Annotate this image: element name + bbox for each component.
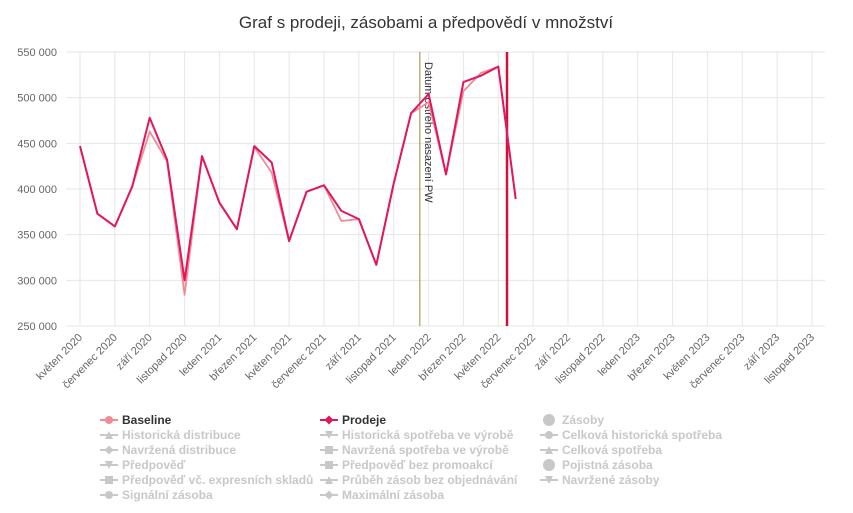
legend-item[interactable]: Průběh zásob bez objednávání [320,472,517,488]
y-tick-label: 350 000 [17,230,57,242]
y-tick-label: 300 000 [17,275,57,287]
legend-label: Zásoby [562,413,605,427]
legend-label: Prodeje [342,413,387,427]
legend-marker-icon [540,414,558,426]
legend-item[interactable]: Předpověď [100,457,185,473]
legend-label: Signální zásoba [122,488,213,502]
line-chart: Graf s prodeji, zásobami a předpovědí v … [17,13,825,392]
legend-item[interactable]: Navržená spotřeba ve výrobě [320,442,509,458]
legend-marker-icon [540,459,558,471]
legend-label: Maximální zásoba [342,488,445,502]
legend-item[interactable]: Navržené zásoby [540,472,659,488]
legend-item[interactable]: Historická spotřeba ve výrobě [320,427,513,443]
legend-item[interactable]: Historická distribuce [100,427,241,443]
legend-item[interactable]: Pojistná zásoba [540,457,653,473]
legend-label: Celková historická spotřeba [562,428,723,442]
y-tick-label: 250 000 [17,321,57,333]
legend-item[interactable]: Celková historická spotřeba [540,427,722,443]
legend-label: Navržená spotřeba ve výrobě [342,443,509,457]
legend-label: Historická distribuce [122,428,241,442]
legend-marker-icon [540,429,558,441]
y-tick-label: 400 000 [17,184,57,196]
grid [66,51,825,327]
legend-label: Předpověď bez promoakcí [342,458,493,472]
series-line-prodeje[interactable] [79,65,517,282]
legend-label: Pojistná zásoba [562,458,653,472]
legend-label: Navržené zásoby [562,473,660,487]
annotation-label: Datum ostrého nasazení PW [422,62,434,203]
y-tick-label: 550 000 [17,47,57,59]
legend-marker-icon [320,429,338,441]
legend-marker-icon [100,429,118,441]
legend-marker-icon [540,444,558,456]
legend-label: Průběh zásob bez objednávání [342,473,518,487]
legend-item[interactable]: Celková spotřeba [540,442,662,458]
series-lines[interactable] [79,65,517,296]
y-tick-label: 500 000 [17,93,57,105]
legend-marker-icon [100,414,118,426]
legend-item[interactable]: Baseline [100,412,171,428]
legend-marker-icon [320,474,338,486]
legend-marker-icon [100,474,118,486]
legend-marker-icon [540,474,558,486]
series-line-baseline[interactable] [79,65,517,296]
legend-item[interactable]: Maximální zásoba [320,487,444,503]
legend-item[interactable]: Navržená distribuce [100,442,236,458]
y-tick-label: 450 000 [17,138,57,150]
legend-item[interactable]: Předpověď vč. expresních skladů [100,472,313,488]
legend-label: Baseline [122,413,172,427]
legend-marker-icon [100,459,118,471]
legend-label: Předpověď vč. expresních skladů [122,473,314,487]
legend-marker-icon [320,414,338,426]
legend-label: Předpověď [122,458,186,472]
legend-item[interactable]: Předpověď bez promoakcí [320,457,493,473]
legend-marker-icon [100,444,118,456]
legend-item[interactable]: Prodeje [320,412,386,428]
legend-marker-icon [320,489,338,501]
legend-item[interactable]: Zásoby [540,412,604,428]
legend-label: Historická spotřeba ve výrobě [342,428,514,442]
legend-marker-icon [320,444,338,456]
legend-label: Celková spotřeba [562,443,663,457]
legend-item[interactable]: Signální zásoba [100,487,213,503]
y-axis: 250 000 300 000 350 000 400 000 450 000 500 0… [17,47,57,333]
chart-title: Graf s prodeji, zásobami a předpovědí v … [239,13,613,32]
legend-marker-icon [320,459,338,471]
legend-marker-icon [100,489,118,501]
legend-label: Navržená distribuce [122,443,237,457]
